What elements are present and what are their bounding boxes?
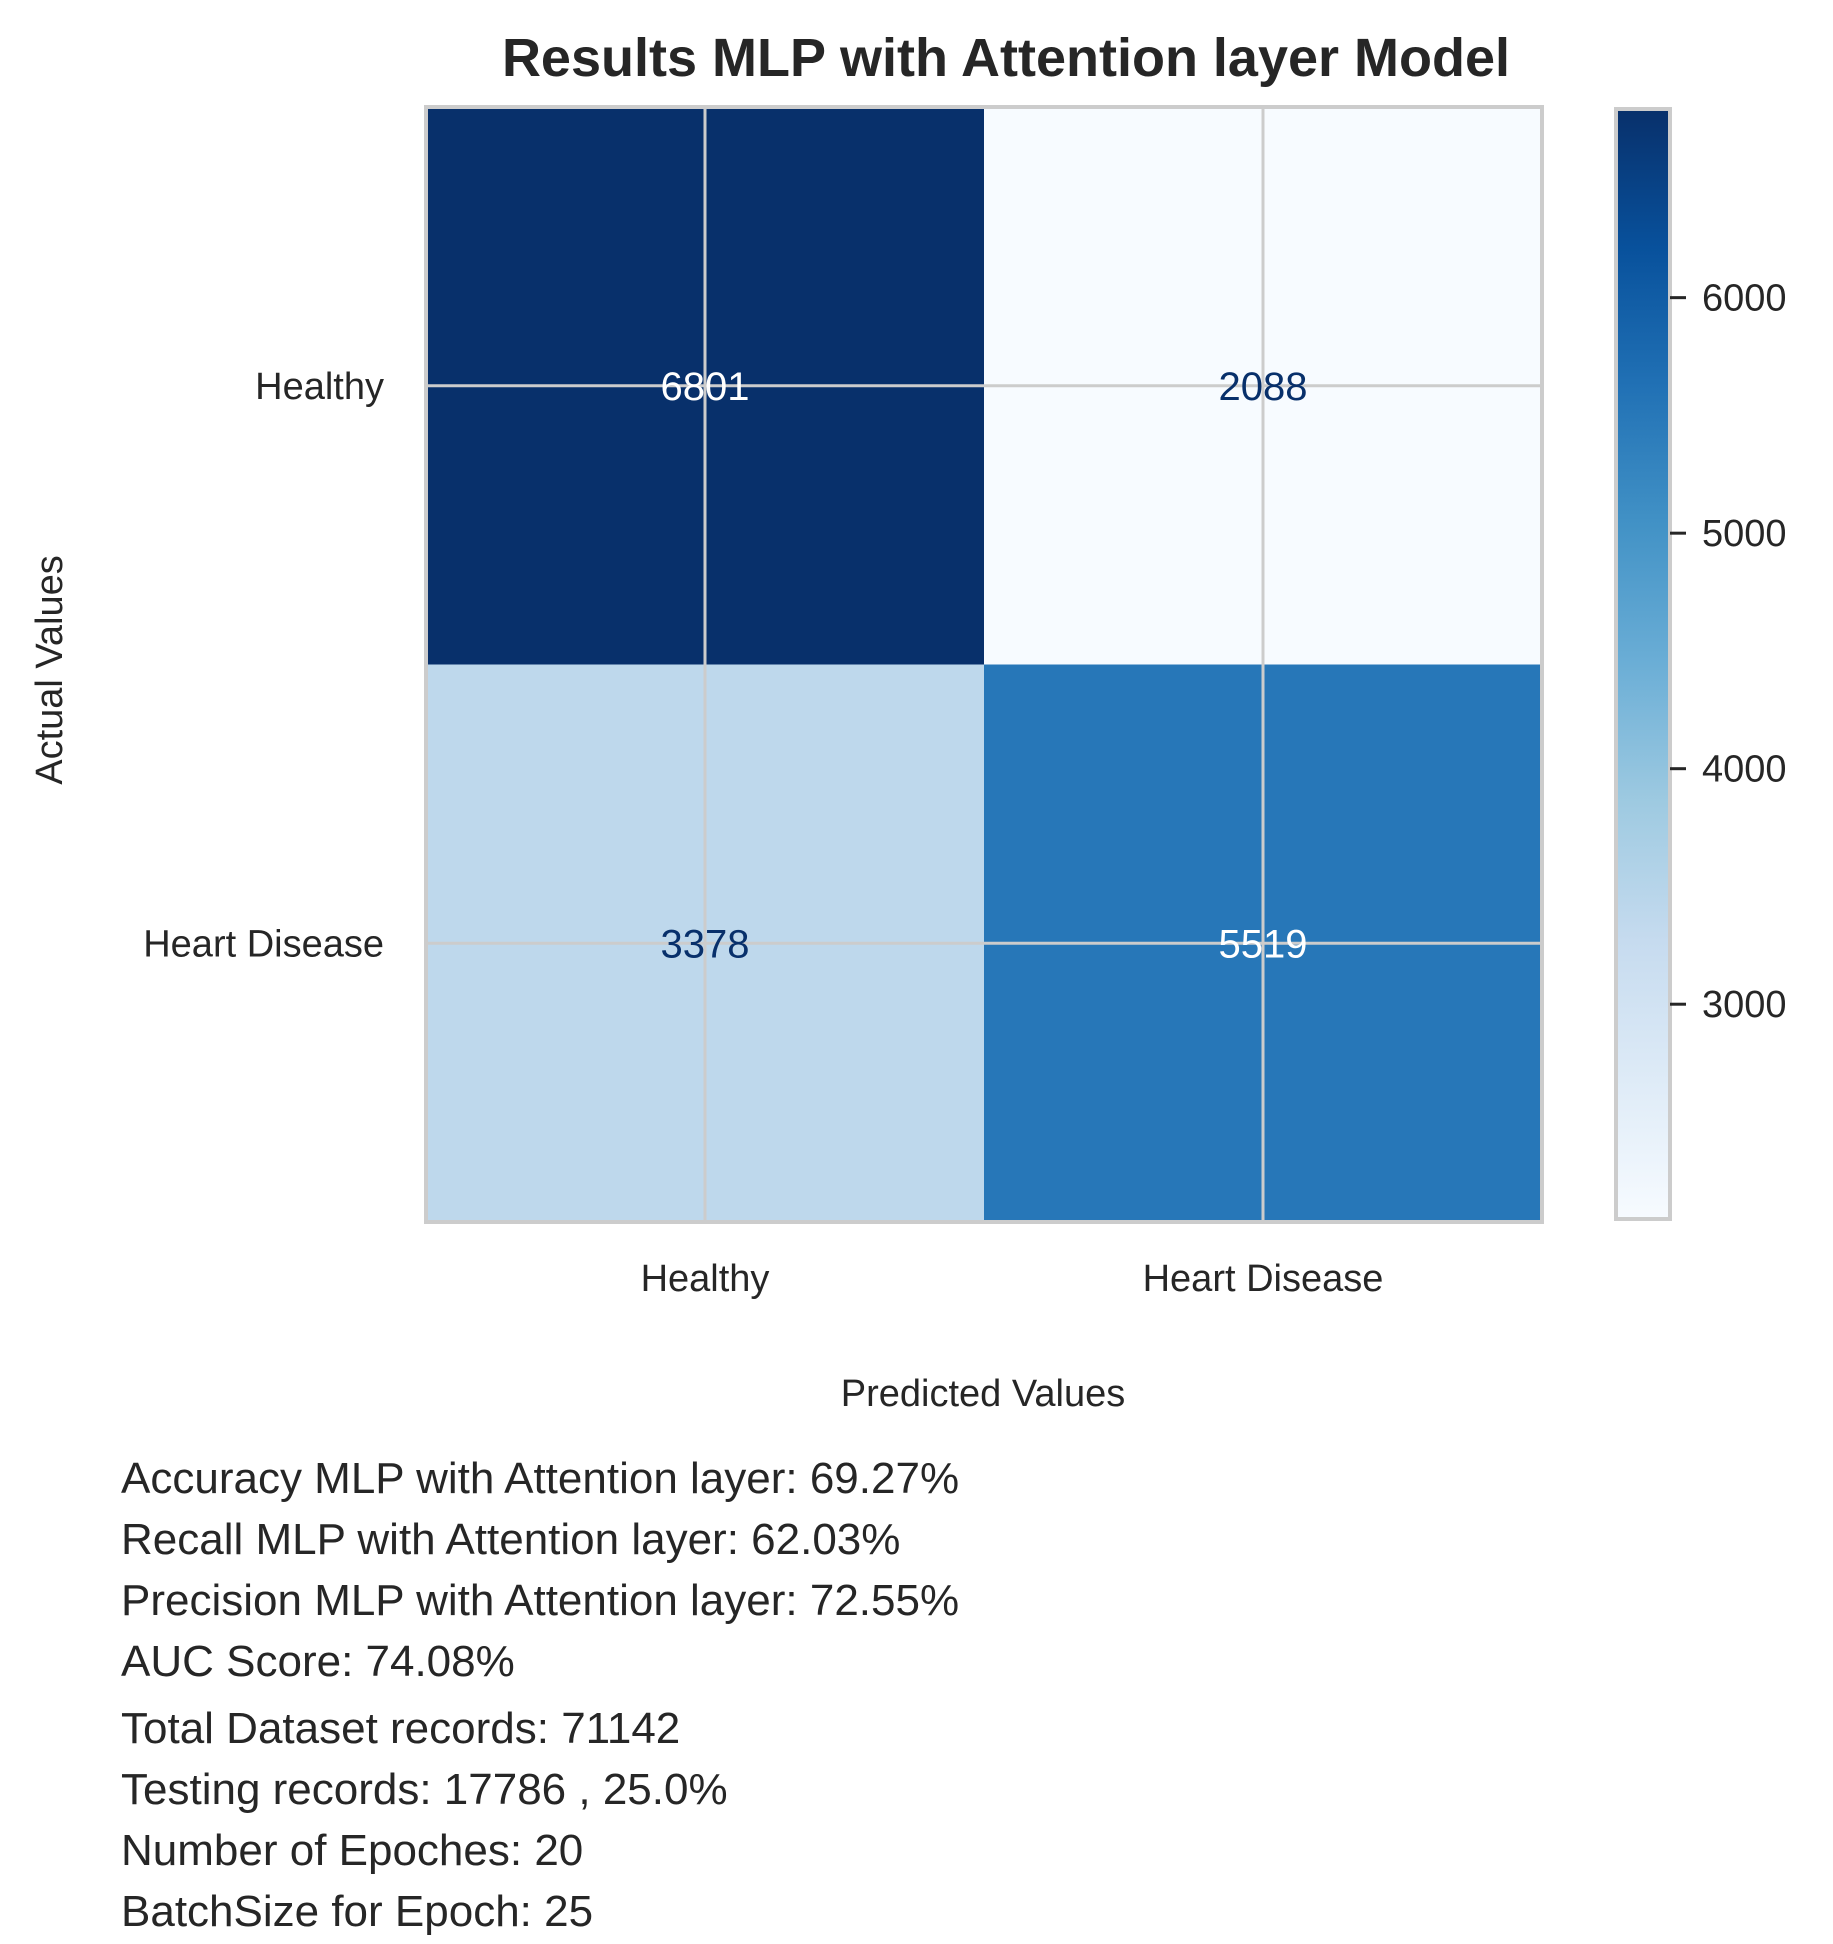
dataset-info-block: Total Dataset records: 71142 Testing rec…	[121, 1698, 959, 1942]
y-tick-labels: Healthy Heart Disease	[143, 366, 384, 966]
colorbar-tick-label: 3000	[1702, 984, 1787, 1026]
confusion-matrix-chart: Results MLP with Attention layer Model 6…	[29, 28, 1787, 1415]
heatmap-cells	[426, 107, 1542, 1222]
y-tick-label: Heart Disease	[143, 923, 384, 965]
metric-line: Accuracy MLP with Attention layer: 69.27…	[121, 1454, 960, 1503]
metrics-panel: Accuracy MLP with Attention layer: 69.27…	[121, 1448, 959, 1942]
x-axis-label: Predicted Values	[841, 1373, 1125, 1415]
cell-value-1-1: 5519	[1219, 922, 1308, 966]
plot-frame	[424, 105, 1544, 1224]
colorbar-tick-label: 5000	[1702, 513, 1787, 555]
colorbar-frame	[1614, 107, 1672, 1221]
cell-value-0-0: 6801	[661, 365, 750, 409]
cell-value-1-0: 3378	[661, 922, 750, 966]
x-tick-label: Healthy	[641, 1258, 770, 1300]
x-tick-label: Heart Disease	[1143, 1258, 1384, 1300]
colorbar: 3000 4000 5000 6000	[1614, 107, 1787, 1221]
dataset-info-line: Testing records: 17786 , 25.0%	[121, 1765, 728, 1814]
cell-value-0-1: 2088	[1219, 365, 1308, 409]
metric-line: Precision MLP with Attention layer: 72.5…	[121, 1576, 960, 1625]
cell-value-labels: 6801 2088 3378 5519	[661, 365, 1308, 967]
dataset-info-line: Total Dataset records: 71142	[121, 1704, 681, 1753]
chart-title: Results MLP with Attention layer Model	[502, 28, 1510, 88]
dataset-info-line: BatchSize for Epoch: 25	[121, 1887, 594, 1936]
y-axis-label: Actual Values	[29, 555, 71, 785]
colorbar-ticks: 3000 4000 5000 6000	[1670, 278, 1787, 1026]
colorbar-tick-label: 6000	[1702, 278, 1787, 320]
metric-line: AUC Score: 74.08%	[121, 1637, 515, 1686]
x-tick-labels: Healthy Heart Disease	[641, 1258, 1384, 1300]
colorbar-gradient	[1616, 109, 1670, 1219]
gridlines	[426, 107, 1542, 1222]
dataset-info-line: Number of Epoches: 20	[121, 1826, 584, 1875]
colorbar-tick-label: 4000	[1702, 749, 1787, 791]
metric-line: Recall MLP with Attention layer: 62.03%	[121, 1515, 901, 1564]
metrics-block: Accuracy MLP with Attention layer: 69.27…	[121, 1448, 959, 1692]
y-tick-label: Healthy	[255, 366, 384, 408]
